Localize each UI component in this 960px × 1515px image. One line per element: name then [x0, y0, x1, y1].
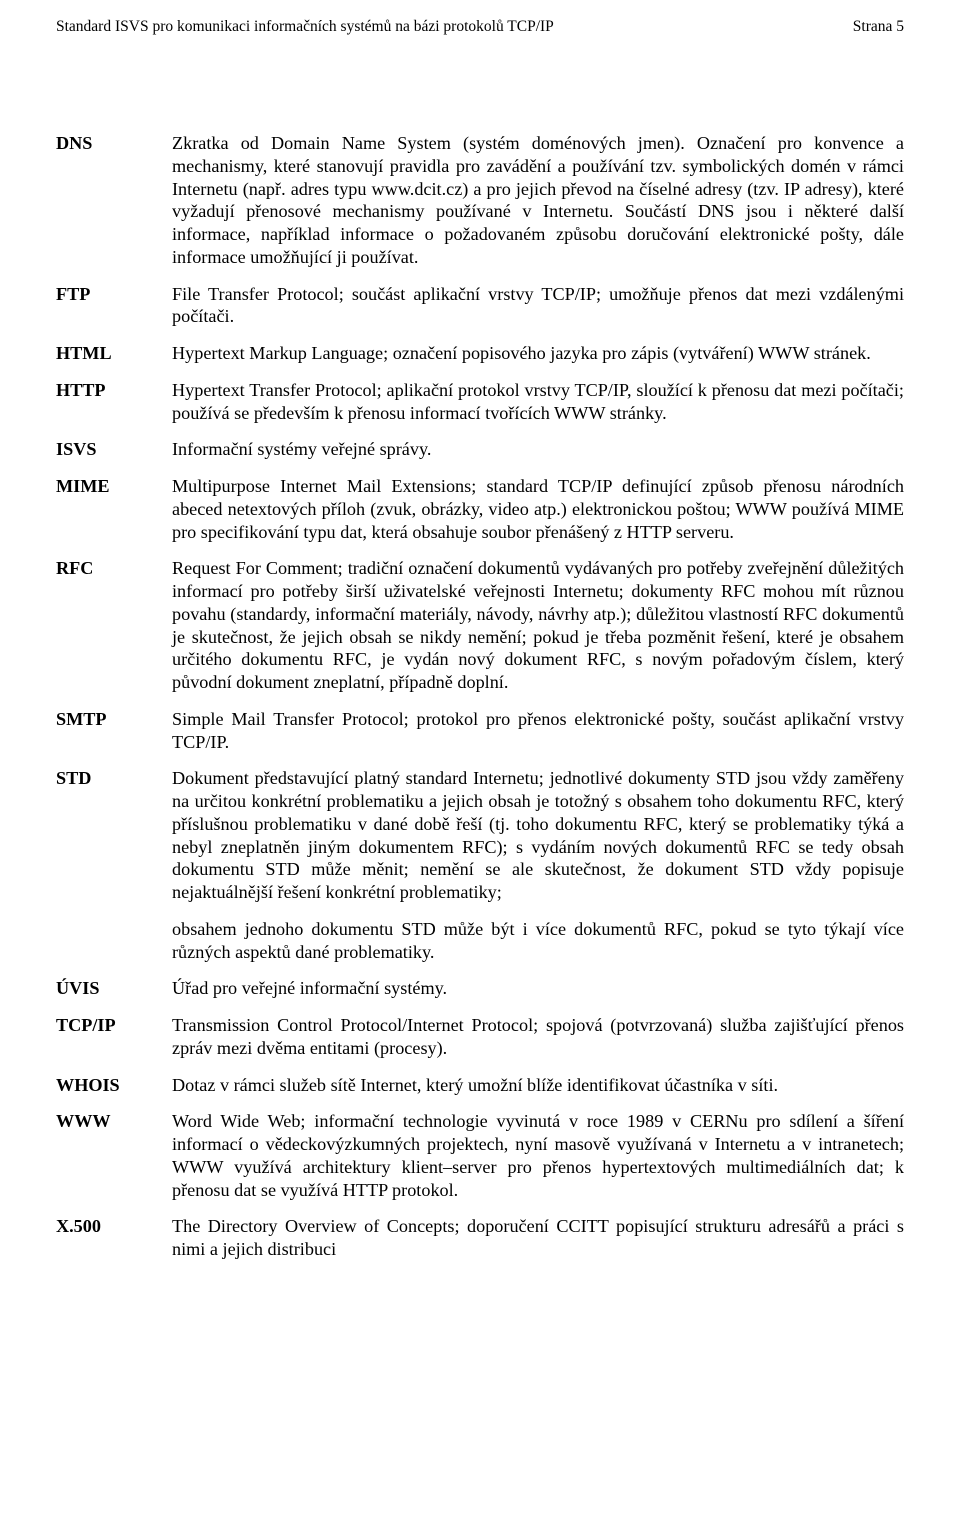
definition-text: Hypertext Transfer Protocol; aplikační p… — [172, 379, 904, 439]
definition-paragraph: Transmission Control Protocol/Internet P… — [172, 1014, 904, 1060]
definition-paragraph: Dotaz v rámci služeb sítě Internet, kter… — [172, 1074, 904, 1097]
definition-row: X.500The Directory Overview of Concepts;… — [56, 1215, 904, 1275]
definition-row: WHOISDotaz v rámci služeb sítě Internet,… — [56, 1074, 904, 1111]
definition-text: Simple Mail Transfer Protocol; protokol … — [172, 708, 904, 768]
definition-row: RFCRequest For Comment; tradiční označen… — [56, 557, 904, 708]
document-page: Standard ISVS pro komunikaci informačníc… — [0, 0, 960, 1515]
definition-text: Transmission Control Protocol/Internet P… — [172, 1014, 904, 1074]
definition-paragraph: Úřad pro veřejné informační systémy. — [172, 977, 904, 1000]
definition-paragraph: Hypertext Transfer Protocol; aplikační p… — [172, 379, 904, 425]
definition-paragraph: Informační systémy veřejné správy. — [172, 438, 904, 461]
definition-row: TCP/IPTransmission Control Protocol/Inte… — [56, 1014, 904, 1074]
definition-term: SMTP — [56, 708, 172, 768]
definition-text: Word Wide Web; informační technologie vy… — [172, 1110, 904, 1215]
definition-text: Dokument představující platný standard I… — [172, 767, 904, 977]
definition-paragraph: Dokument představující platný standard I… — [172, 767, 904, 904]
definition-row: ISVSInformační systémy veřejné správy. — [56, 438, 904, 475]
definition-row: ÚVISÚřad pro veřejné informační systémy. — [56, 977, 904, 1014]
definition-row: HTTPHypertext Transfer Protocol; aplikač… — [56, 379, 904, 439]
definition-term: FTP — [56, 283, 172, 343]
definition-text: Informační systémy veřejné správy. — [172, 438, 904, 475]
definition-term: MIME — [56, 475, 172, 557]
definition-term: TCP/IP — [56, 1014, 172, 1074]
definition-term: DNS — [56, 132, 172, 283]
definition-term: WHOIS — [56, 1074, 172, 1111]
definition-paragraph: Hypertext Markup Language; označení popi… — [172, 342, 904, 365]
definition-paragraph: Multipurpose Internet Mail Extensions; s… — [172, 475, 904, 543]
definition-paragraph: obsahem jednoho dokumentu STD může být i… — [172, 918, 904, 964]
definition-text: Zkratka od Domain Name System (systém do… — [172, 132, 904, 283]
definition-term: STD — [56, 767, 172, 977]
definition-paragraph: Zkratka od Domain Name System (systém do… — [172, 132, 904, 269]
definition-paragraph: Simple Mail Transfer Protocol; protokol … — [172, 708, 904, 754]
definition-row: FTPFile Transfer Protocol; součást aplik… — [56, 283, 904, 343]
definition-text: The Directory Overview of Concepts; dopo… — [172, 1215, 904, 1275]
definition-row: SMTPSimple Mail Transfer Protocol; proto… — [56, 708, 904, 768]
definition-term: X.500 — [56, 1215, 172, 1275]
definition-text: File Transfer Protocol; součást aplikačn… — [172, 283, 904, 343]
definition-paragraph: Word Wide Web; informační technologie vy… — [172, 1110, 904, 1201]
definition-paragraph: File Transfer Protocol; součást aplikačn… — [172, 283, 904, 329]
definition-text: Multipurpose Internet Mail Extensions; s… — [172, 475, 904, 557]
definition-row: STDDokument představující platný standar… — [56, 767, 904, 977]
definition-row: MIMEMultipurpose Internet Mail Extension… — [56, 475, 904, 557]
definition-term: RFC — [56, 557, 172, 708]
page-header: Standard ISVS pro komunikaci informačníc… — [56, 18, 904, 36]
header-title: Standard ISVS pro komunikaci informačníc… — [56, 18, 554, 36]
definition-text: Hypertext Markup Language; označení popi… — [172, 342, 904, 379]
definition-row: WWWWord Wide Web; informační technologie… — [56, 1110, 904, 1215]
definition-term: ISVS — [56, 438, 172, 475]
definition-text: Request For Comment; tradiční označení d… — [172, 557, 904, 708]
header-page-number: Strana 5 — [853, 18, 904, 36]
definitions-list: DNSZkratka od Domain Name System (systém… — [56, 132, 904, 1275]
definition-term: WWW — [56, 1110, 172, 1215]
definition-row: DNSZkratka od Domain Name System (systém… — [56, 132, 904, 283]
definition-text: Dotaz v rámci služeb sítě Internet, kter… — [172, 1074, 904, 1111]
definition-text: Úřad pro veřejné informační systémy. — [172, 977, 904, 1014]
definition-term: HTTP — [56, 379, 172, 439]
definition-paragraph: The Directory Overview of Concepts; dopo… — [172, 1215, 904, 1261]
definition-row: HTMLHypertext Markup Language; označení … — [56, 342, 904, 379]
definition-term: HTML — [56, 342, 172, 379]
definition-paragraph: Request For Comment; tradiční označení d… — [172, 557, 904, 694]
definition-term: ÚVIS — [56, 977, 172, 1014]
